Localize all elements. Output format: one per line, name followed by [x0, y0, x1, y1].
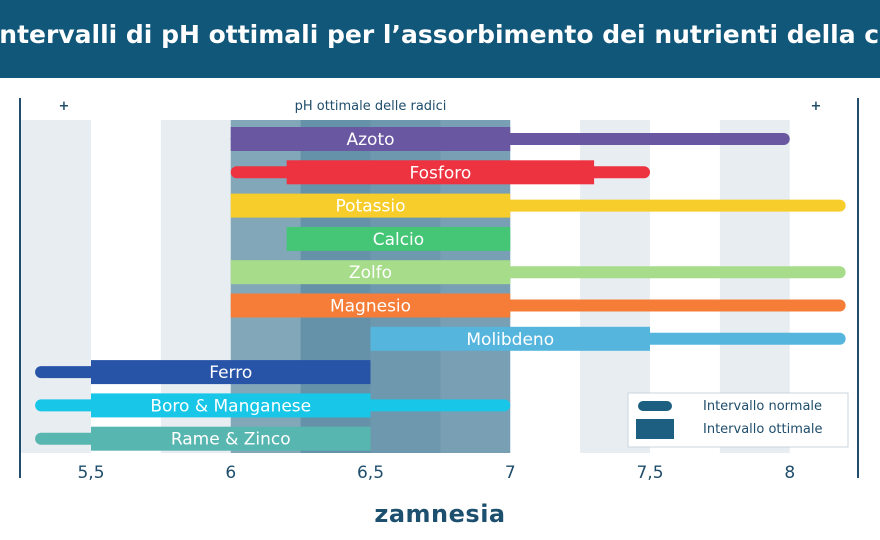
optimal-band-label: pH ottimale delle radici — [295, 99, 447, 114]
optimal-range-fosforo — [286, 160, 595, 185]
stripe-0 — [21, 120, 91, 453]
optimal-range-ferro — [91, 360, 371, 385]
plus-marker-right: + — [811, 99, 822, 114]
bar-label-boro-manganese: Boro & Manganese — [150, 396, 311, 416]
bar-label-molibdeno: Molibdeno — [466, 330, 554, 350]
bar-label-calcio: Calcio — [373, 230, 424, 250]
optimal-range-azoto — [230, 127, 511, 151]
title-banner: Intervalli di pH ottimali per l’assorbim… — [0, 0, 880, 78]
bar-label-potassio: Potassio — [336, 197, 406, 217]
optimal-range-potassio — [230, 193, 511, 218]
bar-label-zolfo: Zolfo — [349, 263, 392, 283]
x-tick-label: 8 — [784, 463, 795, 483]
x-tick-label: 5,5 — [77, 463, 104, 483]
bar-label-azoto: Azoto — [346, 130, 394, 150]
ph-range-chart: pH ottimale delle radici + + Azoto FosforoPo… — [19, 98, 859, 483]
optimal-range-magnesio — [230, 293, 511, 318]
legend-optimal-label: Intervallo ottimale — [703, 422, 822, 437]
chart-labels: pH ottimale delle radici + + Azoto FosforoPo… — [59, 99, 849, 483]
chart-title: Intervalli di pH ottimali per l’assorbim… — [0, 20, 880, 49]
optimal-range-boro-manganese — [91, 393, 371, 418]
bar-label-fosforo: Fosforo — [409, 163, 471, 183]
x-tick-label: 7 — [505, 463, 516, 483]
plus-marker-left: + — [59, 99, 70, 114]
optimal-range-zolfo — [230, 260, 511, 285]
x-tick-label: 7,5 — [636, 463, 663, 483]
brand-logo: zamnesia — [374, 500, 506, 528]
legend: Intervallo normale Intervallo ottimale — [627, 392, 849, 448]
bar-label-ferro: Ferro — [209, 363, 252, 383]
bar-label-magnesio: Magnesio — [330, 297, 411, 317]
optimal-range-calcio — [286, 226, 511, 251]
x-tick-label: 6 — [225, 463, 236, 483]
bar-label-rame-zinco: Rame & Zinco — [171, 430, 291, 450]
x-tick-label: 6,5 — [357, 463, 384, 483]
optimal-range-rame-zinco — [91, 426, 371, 451]
legend-normal-label: Intervallo normale — [703, 399, 822, 414]
optimal-range-molibdeno — [370, 326, 650, 351]
nutrient-bars — [35, 127, 846, 451]
legend-optimal-swatch — [636, 419, 674, 439]
